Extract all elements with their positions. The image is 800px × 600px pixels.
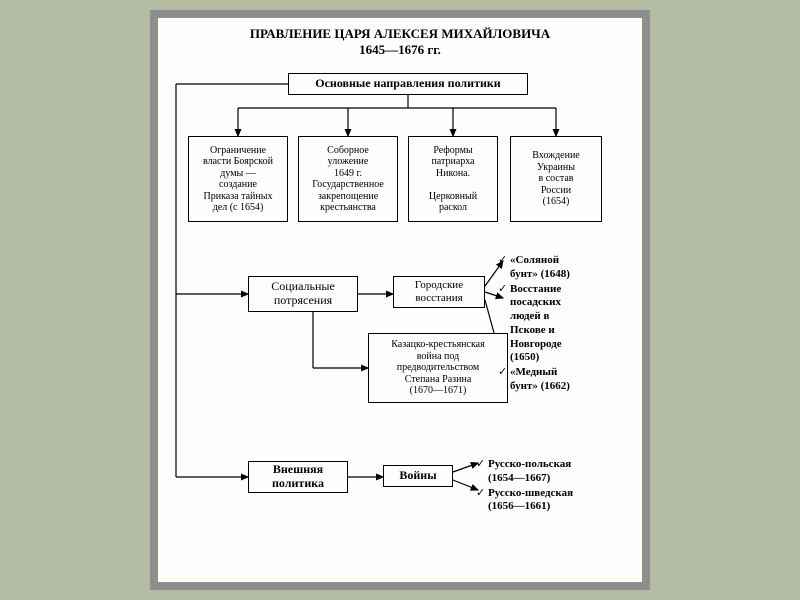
node-razin: Казацко-крестьянскаявойна подпредводител… <box>368 333 508 403</box>
outer-frame: ПРАВЛЕНИЕ ЦАРЯ АЛЕКСЕЯ МИХАЙЛОВИЧА 1645—… <box>150 10 650 590</box>
node-b2: Соборноеуложение1649 г.Государственноеза… <box>298 136 398 222</box>
node-root: Основные направления политики <box>288 73 528 95</box>
diagram-page: ПРАВЛЕНИЕ ЦАРЯ АЛЕКСЕЯ МИХАЙЛОВИЧА 1645—… <box>158 18 642 582</box>
node-b3: РеформыпатриархаНикона. Церковныйраскол <box>408 136 498 222</box>
node-ext: Внешняяполитика <box>248 461 348 493</box>
uprisings-list: ✓«Солянойбунт» (1648)✓Восстаниепосадских… <box>498 254 618 395</box>
node-urban: Городскиевосстания <box>393 276 485 308</box>
node-b4: ВхождениеУкраиныв составРоссии(1654) <box>510 136 602 222</box>
node-wars: Войны <box>383 465 453 487</box>
wars-list: ✓Русско-польская(1654—1667)✓Русско-шведс… <box>476 458 626 515</box>
node-b1: Ограничениевласти Боярскойдумы —создание… <box>188 136 288 222</box>
node-soc: Социальныепотрясения <box>248 276 358 312</box>
